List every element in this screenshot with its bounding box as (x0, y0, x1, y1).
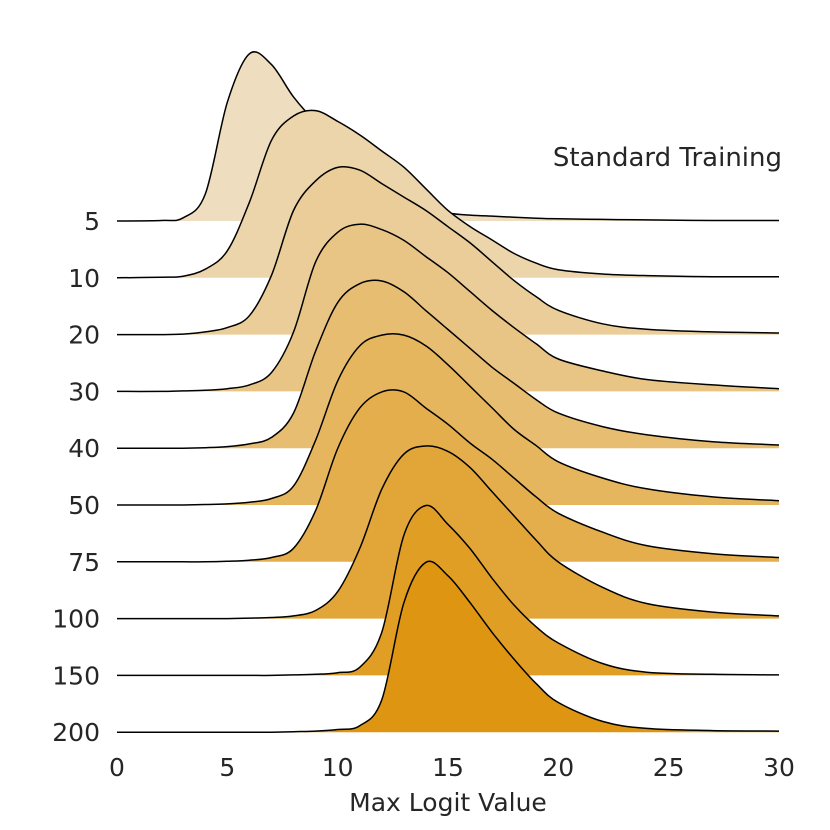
y-tick-label-10: 10 (68, 264, 100, 293)
y-tick-label-150: 150 (52, 661, 100, 690)
x-tick-label-20: 20 (542, 753, 574, 782)
y-tick-label-30: 30 (68, 377, 100, 406)
y-tick-label-75: 75 (68, 548, 100, 577)
ridge-line-40 (117, 279, 780, 449)
x-tick-label-0: 0 (109, 753, 125, 782)
x-tick-label-15: 15 (432, 753, 464, 782)
y-tick-label-50: 50 (68, 491, 100, 520)
chart-annotation: Standard Training (553, 143, 782, 173)
y-tick-label-20: 20 (68, 321, 100, 350)
x-tick-label-25: 25 (653, 753, 685, 782)
ridge-fill-200 (117, 561, 779, 733)
ridge-line-30 (116, 223, 780, 393)
x-tick-label-10: 10 (322, 753, 354, 782)
y-tick-labels: 5 10 20 30 40 50 75 100 150 200 (52, 207, 100, 747)
ridge-fill-10 (117, 110, 779, 278)
y-tick-label-200: 200 (52, 718, 100, 747)
ridge-line-200 (117, 560, 780, 733)
x-tick-label-5: 5 (219, 753, 235, 782)
x-axis-title: Max Logit Value (349, 788, 547, 817)
ridge-fill-20 (117, 166, 779, 335)
ridge-line-100 (117, 445, 780, 620)
y-tick-label-100: 100 (52, 605, 100, 634)
ridge-line-20 (116, 165, 780, 336)
x-tick-label-30: 30 (763, 753, 795, 782)
y-tick-label-40: 40 (68, 434, 100, 463)
ridge-20 (116, 165, 780, 336)
ridge-50 (117, 333, 780, 506)
y-tick-label-5: 5 (84, 207, 100, 236)
ridge-line-75 (116, 389, 780, 563)
x-tick-labels: 0 5 10 15 20 25 30 (109, 753, 795, 782)
ridge-30 (116, 223, 780, 393)
ridge-fill-5 (117, 51, 779, 221)
ridges-layer (116, 51, 780, 733)
ridge-line-50 (117, 333, 780, 506)
ridge-200 (117, 560, 780, 733)
ridge-10 (116, 109, 780, 279)
ridge-fill-30 (117, 224, 779, 392)
ridge-line-150 (117, 504, 780, 677)
ridge-5 (116, 51, 780, 222)
ridge-line-10 (116, 109, 780, 279)
ridge-fill-50 (117, 333, 779, 506)
